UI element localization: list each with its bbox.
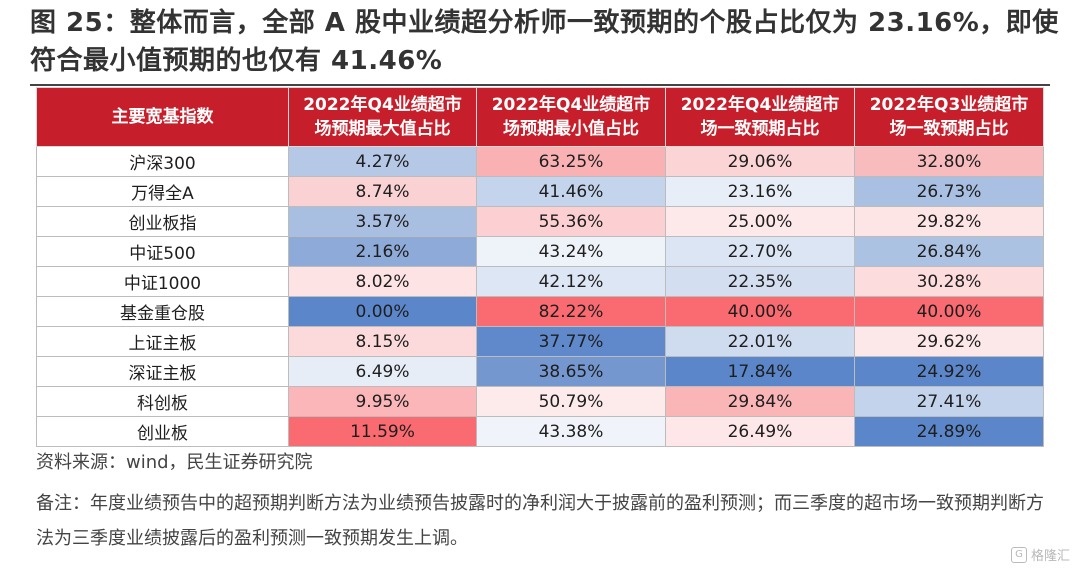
value-cell: 4.27% (288, 146, 477, 177)
watermark-logo-icon: G (1010, 546, 1027, 563)
table-row: 万得全A 8.74% 41.46% 23.16% 26.73% (36, 176, 1044, 207)
value-cell: 43.24% (476, 236, 666, 267)
value-cell: 22.70% (665, 236, 855, 267)
value-cell: 26.49% (665, 416, 855, 447)
table-row: 沪深300 4.27% 63.25% 29.06% 32.80% (36, 146, 1044, 177)
index-name-cell: 科创板 (36, 386, 289, 417)
index-name-cell: 创业板 (36, 416, 289, 447)
value-cell: 8.74% (288, 176, 477, 207)
value-cell: 0.00% (288, 296, 477, 327)
value-cell: 22.01% (665, 326, 855, 357)
value-cell: 82.22% (476, 296, 666, 327)
value-cell: 24.89% (854, 416, 1044, 447)
value-cell: 17.84% (665, 356, 855, 387)
value-cell: 42.12% (476, 266, 666, 297)
index-name-cell: 上证主板 (36, 326, 289, 357)
table-row: 深证主板 6.49% 38.65% 17.84% 24.92% (36, 356, 1044, 387)
table-row: 创业板 11.59% 43.38% 26.49% 24.89% (36, 416, 1044, 447)
value-cell: 37.77% (476, 326, 666, 357)
title-divider (30, 84, 1050, 86)
value-cell: 43.38% (476, 416, 666, 447)
value-cell: 63.25% (476, 146, 666, 177)
value-cell: 26.73% (854, 176, 1044, 207)
index-name-cell: 创业板指 (36, 206, 289, 237)
figure-title: 图 25：整体而言，全部 A 股中业绩超分析师一致预期的个股占比仅为 23.16… (30, 8, 1059, 76)
index-name-cell: 深证主板 (36, 356, 289, 387)
value-cell: 50.79% (476, 386, 666, 417)
value-cell: 3.57% (288, 206, 477, 237)
value-cell: 41.46% (476, 176, 666, 207)
table-row: 中证500 2.16% 43.24% 22.70% 26.84% (36, 236, 1044, 267)
value-cell: 29.06% (665, 146, 855, 177)
header-cell: 2022年Q3业绩超市 场一致预期占比 (854, 87, 1044, 147)
value-cell: 29.84% (665, 386, 855, 417)
value-cell: 24.92% (854, 356, 1044, 387)
watermark-text: 格隆汇 (1030, 549, 1070, 564)
note-text: 备注：年度业绩预告中的超预期判断方法为业绩预告披露时的净利润大于披露前的盈利预测… (36, 493, 1044, 549)
value-cell: 2.16% (288, 236, 477, 267)
value-cell: 29.82% (854, 206, 1044, 237)
value-cell: 30.28% (854, 266, 1044, 297)
index-name-cell: 中证1000 (36, 266, 289, 297)
table-row: 中证1000 8.02% 42.12% 22.35% 30.28% (36, 266, 1044, 297)
value-cell: 40.00% (854, 296, 1044, 327)
index-name-cell: 基金重仓股 (36, 296, 289, 327)
value-cell: 40.00% (665, 296, 855, 327)
value-cell: 9.95% (288, 386, 477, 417)
value-cell: 32.80% (854, 146, 1044, 177)
table-row: 科创板 9.95% 50.79% 29.84% 27.41% (36, 386, 1044, 417)
index-name-cell: 中证500 (36, 236, 289, 267)
value-cell: 8.15% (288, 326, 477, 357)
table-header-row: 主要宽基指数 2022年Q4业绩超市 场预期最大值占比 2022年Q4业绩超市 场预… (36, 87, 1044, 147)
value-cell: 55.36% (476, 206, 666, 237)
header-cell: 2022年Q4业绩超市 场一致预期占比 (665, 87, 855, 147)
header-cell: 2022年Q4业绩超市 场预期最大值占比 (288, 87, 477, 147)
value-cell: 38.65% (476, 356, 666, 387)
value-cell: 6.49% (288, 356, 477, 387)
table-row: 基金重仓股 0.00% 82.22% 40.00% 40.00% (36, 296, 1044, 327)
value-cell: 26.84% (854, 236, 1044, 267)
data-table: 主要宽基指数 2022年Q4业绩超市 场预期最大值占比 2022年Q4业绩超市 场预… (36, 87, 1044, 447)
value-cell: 29.62% (854, 326, 1044, 357)
value-cell: 22.35% (665, 266, 855, 297)
value-cell: 11.59% (288, 416, 477, 447)
value-cell: 27.41% (854, 386, 1044, 417)
header-cell: 2022年Q4业绩超市 场预期最小值占比 (476, 87, 666, 147)
source-line: 资料来源：wind，民生证券研究院 (36, 452, 313, 473)
table-row: 上证主板 8.15% 37.77% 22.01% 29.62% (36, 326, 1044, 357)
value-cell: 25.00% (665, 206, 855, 237)
index-name-cell: 万得全A (36, 176, 289, 207)
table-row: 创业板指 3.57% 55.36% 25.00% 29.82% (36, 206, 1044, 237)
value-cell: 8.02% (288, 266, 477, 297)
watermark: G 格隆汇 (1010, 545, 1070, 564)
index-name-cell: 沪深300 (36, 146, 289, 177)
value-cell: 23.16% (665, 176, 855, 207)
header-cell: 主要宽基指数 (36, 87, 289, 147)
